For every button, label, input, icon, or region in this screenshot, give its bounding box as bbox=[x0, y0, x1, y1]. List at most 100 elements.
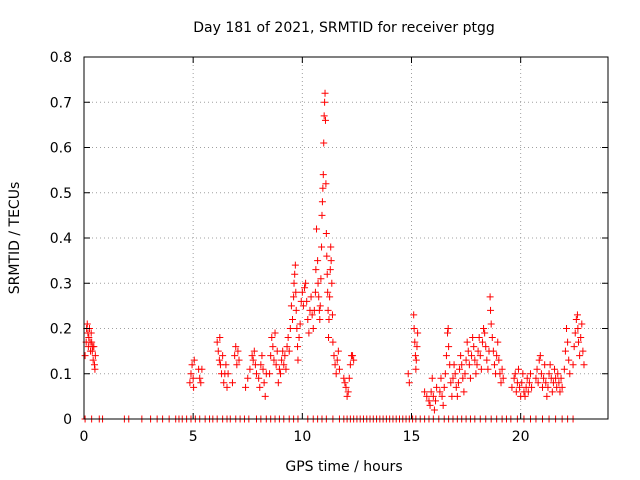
data-point bbox=[280, 361, 288, 369]
data-point bbox=[89, 356, 97, 364]
data-point bbox=[405, 379, 413, 387]
data-point bbox=[286, 325, 294, 332]
data-point bbox=[315, 293, 323, 301]
data-point bbox=[91, 352, 99, 360]
data-point bbox=[291, 261, 299, 269]
data-point bbox=[318, 211, 326, 219]
data-point bbox=[303, 297, 311, 305]
data-point bbox=[188, 361, 196, 369]
data-point bbox=[557, 374, 565, 382]
data-point bbox=[578, 320, 586, 328]
data-point bbox=[438, 392, 446, 400]
data-point bbox=[270, 356, 278, 364]
data-point bbox=[316, 302, 324, 310]
data-point bbox=[432, 397, 440, 405]
data-point bbox=[90, 343, 98, 351]
data-point bbox=[250, 347, 258, 355]
data-point bbox=[289, 315, 297, 323]
data-point bbox=[322, 180, 330, 188]
data-point bbox=[282, 365, 290, 373]
data-point bbox=[327, 257, 335, 265]
data-point bbox=[445, 343, 453, 351]
data-point bbox=[469, 334, 477, 342]
data-point bbox=[564, 338, 572, 346]
data-point bbox=[299, 302, 307, 310]
data-point bbox=[475, 334, 483, 342]
data-point bbox=[258, 352, 266, 360]
data-point bbox=[457, 352, 465, 360]
data-point bbox=[231, 352, 239, 360]
data-point bbox=[222, 361, 230, 369]
data-point bbox=[441, 370, 449, 378]
data-point bbox=[497, 379, 505, 387]
data-point bbox=[285, 347, 293, 355]
data-point bbox=[460, 388, 468, 396]
data-point bbox=[298, 288, 306, 296]
data-point bbox=[404, 370, 412, 378]
data-point bbox=[489, 347, 497, 355]
x-tick-label: 5 bbox=[189, 429, 198, 445]
data-point bbox=[499, 374, 507, 382]
data-point bbox=[548, 388, 556, 396]
data-point bbox=[260, 379, 268, 387]
data-point bbox=[487, 320, 495, 328]
data-point bbox=[313, 225, 321, 233]
data-point bbox=[335, 365, 343, 373]
data-point bbox=[494, 338, 502, 346]
data-point bbox=[333, 356, 341, 364]
data-point bbox=[213, 338, 221, 346]
data-point bbox=[284, 334, 292, 342]
y-tick-label: 0.8 bbox=[50, 50, 72, 66]
data-point bbox=[524, 388, 532, 396]
data-point bbox=[546, 361, 554, 369]
data-point bbox=[565, 356, 573, 364]
data-point bbox=[480, 325, 488, 332]
data-point bbox=[413, 343, 421, 351]
data-point bbox=[277, 370, 284, 378]
data-point bbox=[551, 365, 559, 373]
data-point bbox=[256, 383, 264, 391]
data-point bbox=[307, 293, 315, 301]
x-axis-label: GPS time / hours bbox=[285, 459, 402, 475]
data-point bbox=[219, 352, 227, 360]
data-point bbox=[576, 352, 584, 360]
data-point bbox=[410, 311, 418, 319]
data-point bbox=[346, 361, 354, 369]
data-point bbox=[466, 374, 474, 382]
data-point bbox=[326, 266, 334, 274]
x-axis-tick-labels: 0 5 10 15 20 bbox=[80, 429, 530, 445]
data-point bbox=[275, 365, 283, 373]
data-point bbox=[341, 379, 349, 387]
data-point bbox=[516, 383, 524, 391]
data-point bbox=[423, 392, 431, 400]
data-point bbox=[91, 365, 99, 373]
data-point bbox=[444, 325, 452, 332]
data-point bbox=[561, 347, 569, 355]
data-point bbox=[252, 370, 260, 378]
data-point bbox=[274, 379, 282, 387]
data-point bbox=[292, 306, 300, 314]
data-point bbox=[511, 370, 519, 378]
data-point bbox=[580, 361, 588, 369]
data-point bbox=[439, 401, 447, 409]
data-point bbox=[331, 361, 339, 369]
data-point bbox=[318, 243, 326, 251]
data-point bbox=[536, 352, 544, 360]
data-point bbox=[428, 374, 436, 382]
data-point bbox=[425, 397, 433, 405]
data-point bbox=[512, 388, 520, 396]
data-point bbox=[560, 365, 568, 373]
data-point bbox=[292, 288, 300, 296]
data-point bbox=[572, 315, 580, 323]
data-point bbox=[294, 356, 302, 364]
data-point bbox=[315, 306, 323, 314]
data-point bbox=[570, 343, 578, 351]
data-point bbox=[255, 374, 263, 382]
data-point bbox=[272, 361, 280, 369]
data-point bbox=[411, 352, 419, 360]
data-point bbox=[574, 325, 582, 332]
data-point bbox=[344, 388, 352, 396]
data-point bbox=[279, 347, 287, 355]
data-point bbox=[411, 338, 419, 346]
